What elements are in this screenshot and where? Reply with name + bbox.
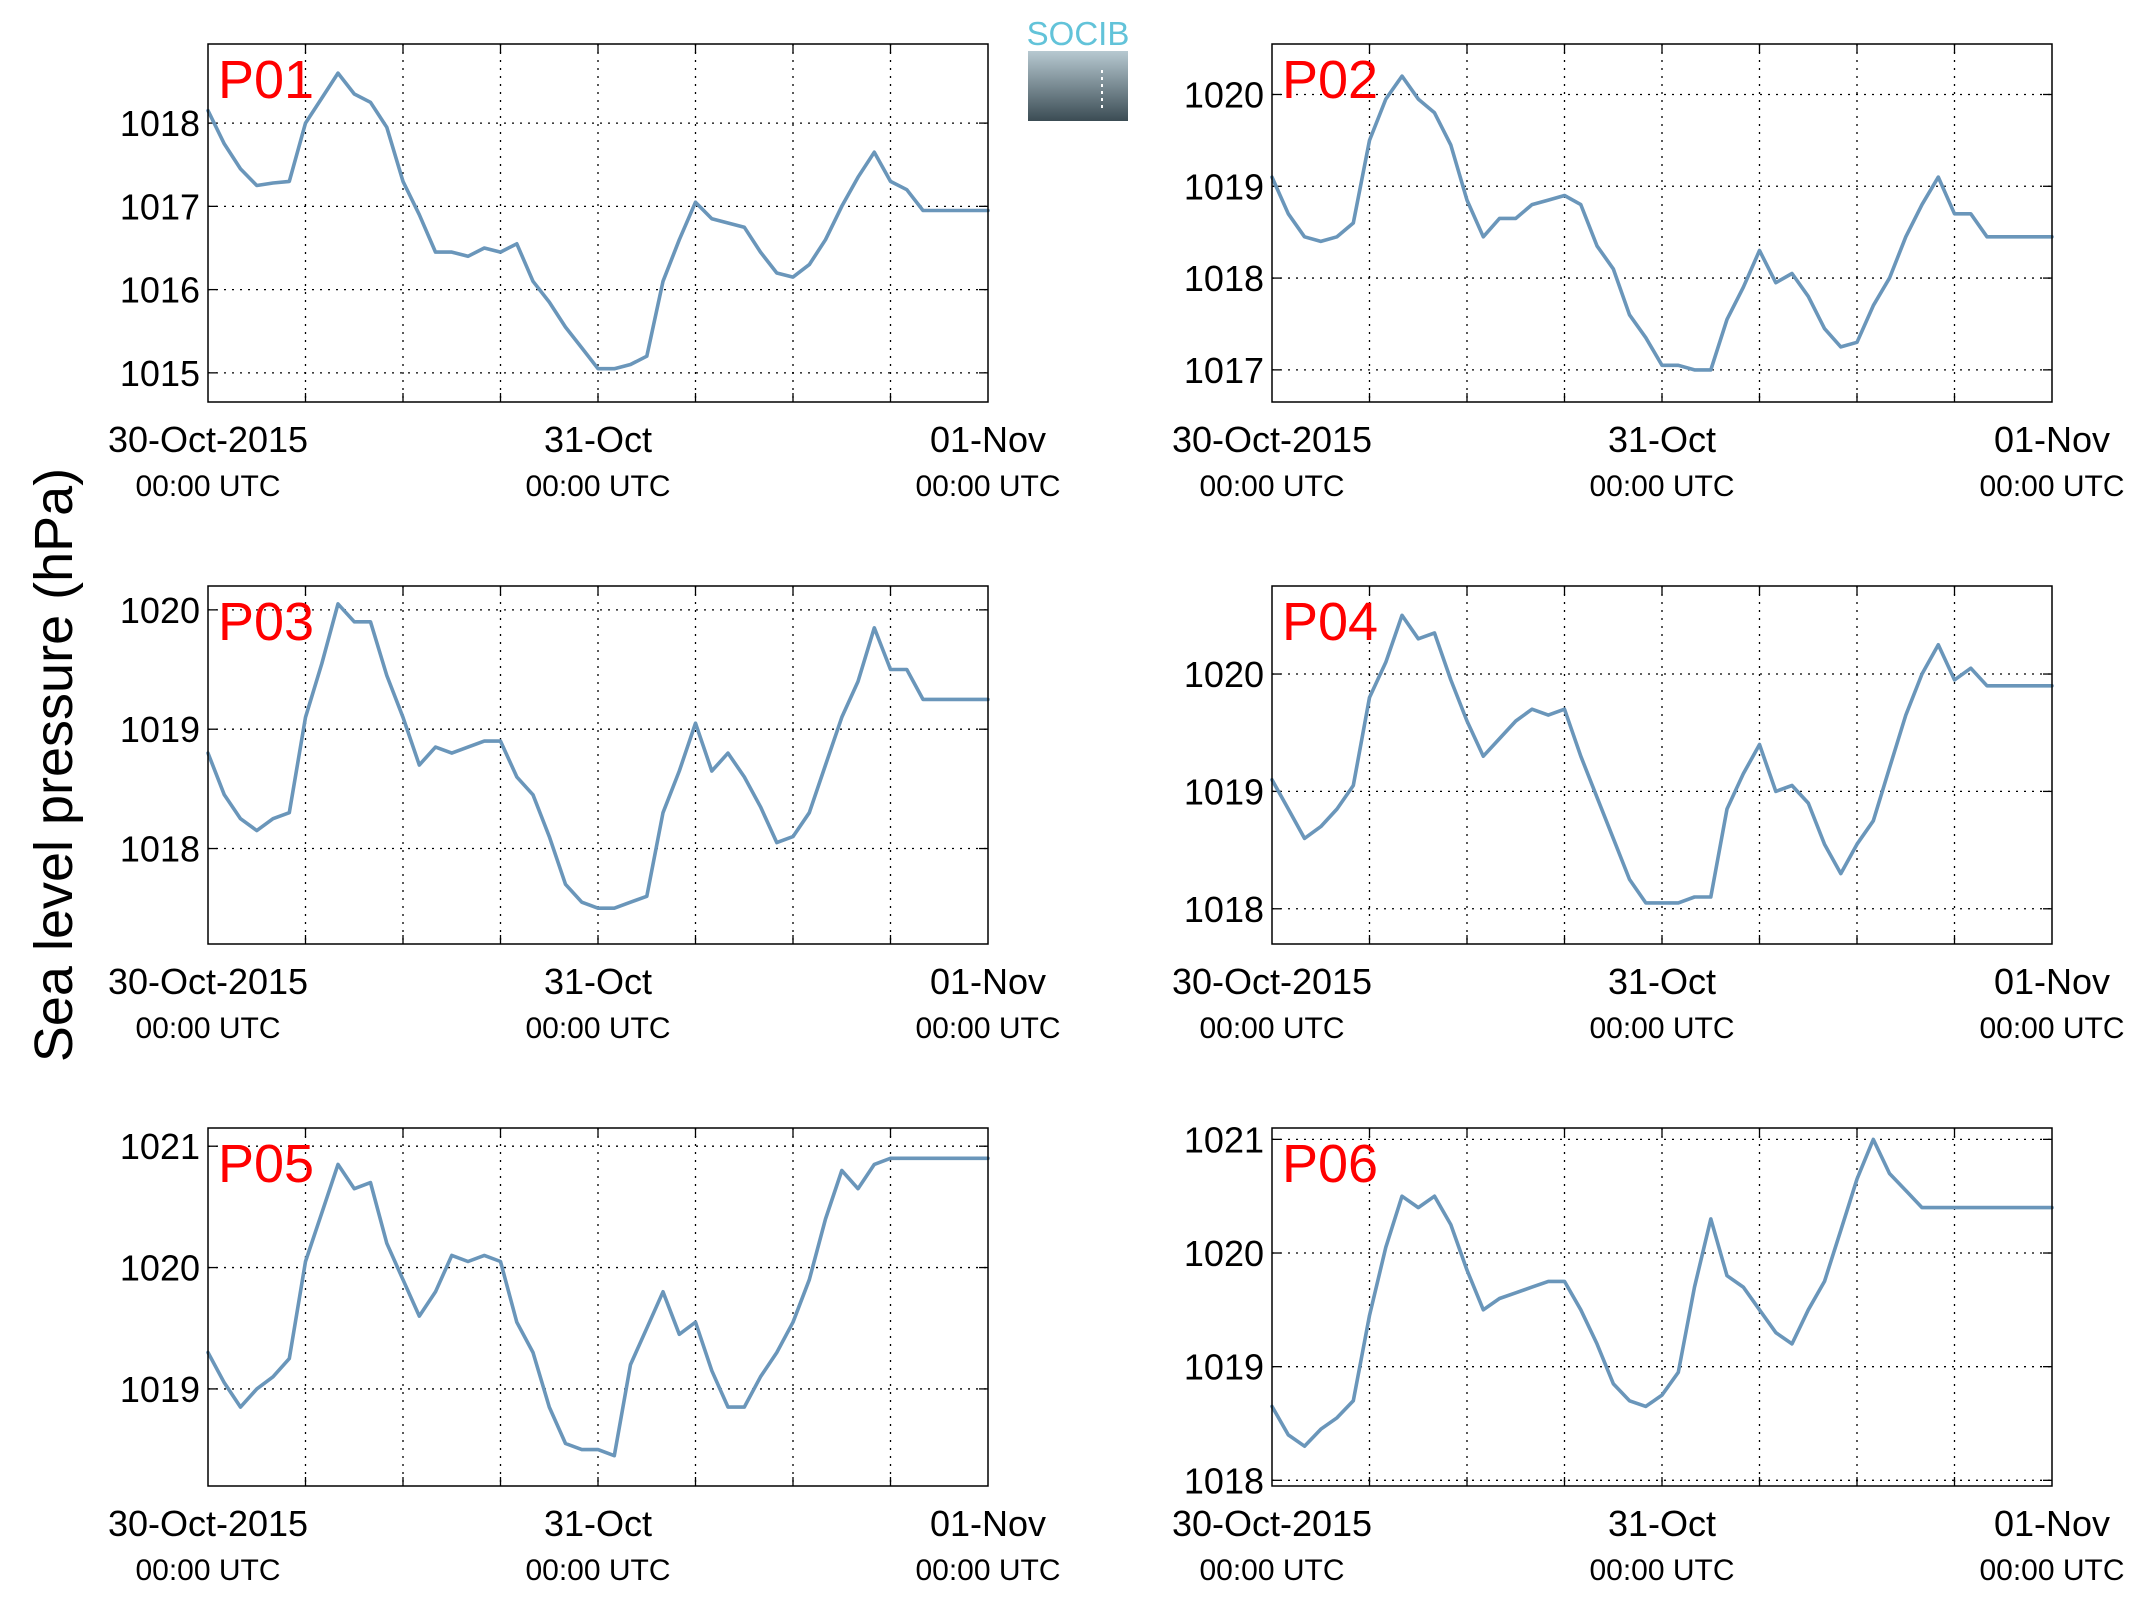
x-tick-label-time: 00:00 UTC [525, 1554, 670, 1587]
x-tick-label-date: 30-Oct-2015 [108, 419, 308, 460]
series-line-p03 [206, 602, 990, 910]
panel-label-p03: P03 [218, 592, 314, 652]
socib-logo-block [1028, 51, 1128, 121]
x-tick-label-time: 00:00 UTC [1589, 470, 1734, 503]
panel-3: 1018 1019 1020 30-Oct-2015 00:00 UTC 31-Oct 00… [108, 585, 1061, 1045]
panel-label-p06: P06 [1282, 1134, 1378, 1194]
x-tick-label-time: 00:00 UTC [915, 1012, 1060, 1045]
panel-6: 1018 1019 1020 1021 30-Oct-2015 00:00 UTC 31-O… [1172, 1119, 2125, 1587]
x-tick-label-date: 01-Nov [930, 419, 1046, 460]
y-tick-label: 1019 [1184, 166, 1264, 207]
y-tick-label: 1016 [120, 270, 200, 311]
y-tick-label: 1019 [120, 709, 200, 750]
y-tick-label: 1018 [1184, 889, 1264, 930]
x-tick-label-time: 00:00 UTC [1589, 1554, 1734, 1587]
plot-frame [1271, 43, 2053, 403]
panel-4: 1018 1019 1020 30-Oct-2015 00:00 UTC 31-Oct 00… [1172, 585, 2125, 1045]
panel-label-p01: P01 [218, 50, 314, 110]
y-tick-label: 1018 [1184, 1460, 1264, 1501]
socib-logo-text: SOCIB [1027, 15, 1130, 52]
panel-5: 1019 1020 1021 30-Oct-2015 00:00 UTC 31-Oct 00… [108, 1126, 1061, 1587]
y-tick-label: 1019 [1184, 771, 1264, 812]
y-tick-label: 1017 [1184, 350, 1264, 391]
x-tick-label-date: 31-Oct [1608, 961, 1716, 1002]
x-tick-label-time: 00:00 UTC [525, 1012, 670, 1045]
x-tick-label-date: 01-Nov [1994, 1503, 2110, 1544]
x-tick-label-time: 00:00 UTC [1979, 470, 2124, 503]
x-tick-label-time: 00:00 UTC [915, 470, 1060, 503]
x-tick-label-date: 30-Oct-2015 [108, 1503, 308, 1544]
y-tick-label: 1020 [1184, 74, 1264, 115]
series-line-p06 [1270, 1137, 2054, 1448]
panel-label-p04: P04 [1282, 592, 1378, 652]
plot-frame [1271, 1127, 2053, 1487]
plot-frame [207, 43, 989, 403]
x-tick-label-date: 30-Oct-2015 [1172, 961, 1372, 1002]
panel-2: 1017 1018 1019 1020 30-Oct-2015 00:00 UTC 31-O… [1172, 43, 2125, 503]
y-tick-label: 1015 [120, 353, 200, 394]
x-tick-label-time: 00:00 UTC [525, 470, 670, 503]
plot-frame [207, 1127, 989, 1487]
y-tick-label: 1020 [1184, 1233, 1264, 1274]
series-line-p02 [1270, 74, 2054, 372]
x-tick-label-time: 00:00 UTC [1199, 470, 1344, 503]
socib-logo: SOCIB [1027, 15, 1130, 121]
x-tick-label-time: 00:00 UTC [1979, 1012, 2124, 1045]
x-tick-label-time: 00:00 UTC [135, 470, 280, 503]
x-tick-label-time: 00:00 UTC [1979, 1554, 2124, 1587]
y-tick-label: 1018 [120, 103, 200, 144]
y-tick-label: 1018 [1184, 258, 1264, 299]
x-tick-label-date: 30-Oct-2015 [1172, 419, 1372, 460]
y-tick-label: 1020 [1184, 654, 1264, 695]
x-tick-label-date: 31-Oct [1608, 1503, 1716, 1544]
x-tick-label-date: 31-Oct [544, 1503, 652, 1544]
x-tick-label-date: 31-Oct [1608, 419, 1716, 460]
y-tick-label: 1021 [1184, 1119, 1264, 1160]
series-line-p04 [1270, 613, 2054, 905]
x-tick-label-date: 30-Oct-2015 [1172, 1503, 1372, 1544]
x-tick-label-time: 00:00 UTC [915, 1554, 1060, 1587]
y-tick-label: 1019 [1184, 1347, 1264, 1388]
plot-frame [1271, 585, 2053, 945]
x-tick-label-date: 01-Nov [1994, 961, 2110, 1002]
y-tick-label: 1019 [120, 1369, 200, 1410]
panel-label-p02: P02 [1282, 50, 1378, 110]
x-tick-label-date: 31-Oct [544, 419, 652, 460]
x-tick-label-date: 01-Nov [930, 1503, 1046, 1544]
y-tick-label: 1020 [120, 590, 200, 631]
y-tick-label: 1018 [120, 829, 200, 870]
x-tick-label-date: 31-Oct [544, 961, 652, 1002]
x-tick-label-date: 30-Oct-2015 [108, 961, 308, 1002]
x-tick-label-time: 00:00 UTC [135, 1554, 280, 1587]
x-tick-label-date: 01-Nov [930, 961, 1046, 1002]
x-tick-label-time: 00:00 UTC [1589, 1012, 1734, 1045]
y-tick-label: 1021 [120, 1126, 200, 1167]
x-tick-label-time: 00:00 UTC [1199, 1012, 1344, 1045]
x-tick-label-time: 00:00 UTC [135, 1012, 280, 1045]
y-tick-label: 1017 [120, 186, 200, 227]
plot-frame [207, 585, 989, 945]
panel-1: 1015 1016 1017 1018 30-Oct-2015 00:00 UTC 31-O… [108, 43, 1061, 503]
series-line-p01 [206, 71, 990, 371]
series-line-p05 [206, 1156, 990, 1458]
y-tick-label: 1020 [120, 1248, 200, 1289]
x-tick-label-time: 00:00 UTC [1199, 1554, 1344, 1587]
x-tick-label-date: 01-Nov [1994, 419, 2110, 460]
panel-label-p05: P05 [218, 1134, 314, 1194]
y-axis-label: Sea level pressure (hPa) [24, 468, 84, 1062]
